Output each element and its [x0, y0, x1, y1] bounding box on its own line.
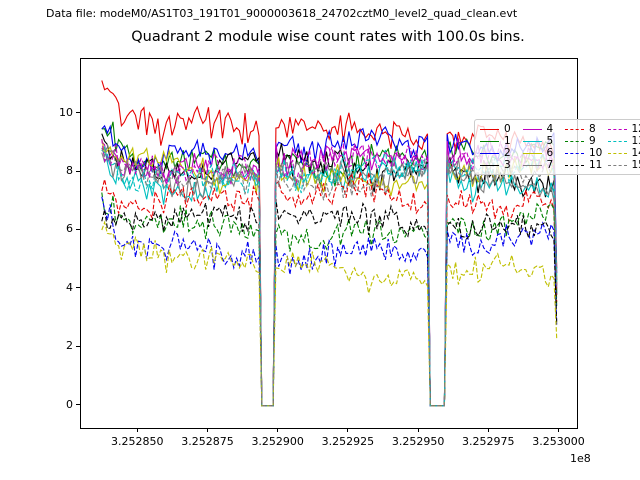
- y-axis-tick: [76, 112, 80, 114]
- curves-svg: [101, 80, 558, 407]
- legend-line-sample: [480, 140, 499, 142]
- legend-line-sample: [565, 140, 584, 142]
- legend-item-label: 4: [546, 122, 554, 135]
- legend-line-sample: [480, 128, 499, 130]
- legend-item-label: 14: [631, 146, 640, 159]
- x-axis-tick-label: 3.253000: [532, 435, 585, 448]
- legend-line-sample: [607, 152, 627, 154]
- series-line-13: [101, 149, 558, 407]
- legend-item-3: 3: [480, 159, 523, 171]
- legend-item-8: 8: [565, 123, 608, 135]
- legend-item-label: 8: [589, 122, 596, 135]
- legend-item-label: 13: [631, 134, 640, 147]
- legend-item-label: 5: [546, 134, 554, 147]
- legend-item-label: 0: [504, 122, 511, 135]
- x-axis-tick-label: 3.252925: [321, 435, 375, 448]
- x-offset-label: 1e8: [570, 452, 591, 465]
- legend-line-sample: [607, 164, 627, 166]
- legend-line-sample: [565, 152, 584, 154]
- x-axis-tick-label: 3.252875: [181, 435, 234, 448]
- legend-item-6: 6: [522, 146, 566, 159]
- y-axis-tick-label: 6: [66, 222, 73, 236]
- y-axis-tick-label: 2: [66, 339, 73, 353]
- y-axis-tick: [76, 228, 80, 230]
- legend-line-sample: [522, 152, 542, 154]
- y-axis-tick: [76, 287, 80, 289]
- series-line-15: [101, 142, 558, 407]
- legend-line-sample: [522, 140, 542, 142]
- legend-item-label: 9: [589, 134, 596, 147]
- legend-line-sample: [480, 164, 499, 166]
- legend-item-0: 0: [480, 123, 523, 135]
- legend-item-12: 12: [607, 122, 640, 135]
- legend-item-label: 12: [631, 122, 640, 135]
- y-axis-tick-label: 8: [66, 164, 73, 178]
- x-axis-tick-label: 3.252950: [391, 435, 445, 448]
- y-axis-tick-label: 0: [66, 397, 73, 411]
- legend-item-label: 6: [546, 146, 554, 159]
- data-file-label: Data file: modeM0/AS1T03_191T01_90000036…: [46, 7, 518, 20]
- y-axis-tick: [76, 404, 80, 406]
- legend-line-sample: [565, 128, 584, 130]
- y-axis-tick-label: 4: [66, 280, 73, 294]
- x-axis-tick-label: 3.252900: [251, 435, 304, 448]
- legend-item-label: 11: [589, 158, 603, 171]
- legend-item-9: 9: [565, 135, 608, 147]
- legend-item-11: 11: [565, 159, 608, 171]
- legend-item-5: 5: [522, 134, 566, 147]
- series-line-5: [101, 145, 558, 407]
- legend-item-15: 15: [607, 158, 640, 171]
- plot-area: 0123456789101112131415: [80, 58, 640, 429]
- legend-line-sample: [480, 152, 499, 154]
- series-line-8: [101, 171, 558, 407]
- x-axis-tick: [347, 428, 349, 432]
- legend-item-1: 1: [480, 135, 523, 147]
- legend-line-sample: [607, 128, 627, 130]
- legend-item-label: 7: [546, 158, 554, 171]
- series-line-10: [101, 196, 558, 407]
- legend-line-sample: [522, 164, 542, 166]
- x-axis-tick: [136, 428, 138, 432]
- legend-item-label: 1: [504, 134, 511, 147]
- legend-line-sample: [607, 140, 627, 142]
- legend-item-14: 14: [607, 146, 640, 159]
- legend-line-sample: [522, 128, 542, 130]
- legend-item-label: 15: [631, 158, 640, 171]
- x-axis-tick-label: 3.252975: [462, 435, 515, 448]
- legend-item-7: 7: [522, 158, 566, 171]
- series-line-7: [101, 152, 558, 407]
- x-axis-tick: [558, 428, 559, 432]
- y-axis-tick: [76, 345, 80, 347]
- x-axis-tick: [277, 428, 279, 432]
- series-line-11: [101, 199, 558, 407]
- series-line-9: [101, 192, 558, 407]
- legend-item-label: 3: [504, 158, 511, 171]
- y-axis-tick: [76, 170, 80, 172]
- x-axis-tick: [417, 428, 419, 432]
- chart-title: Quadrant 2 module wise count rates with …: [131, 29, 525, 45]
- legend-item-4: 4: [522, 122, 566, 135]
- legend-item-10: 10: [565, 147, 608, 159]
- y-axis-tick-label: 10: [59, 105, 73, 119]
- x-axis-tick: [487, 428, 489, 432]
- x-axis-tick: [206, 428, 208, 432]
- legend-item-2: 2: [480, 147, 523, 159]
- legend-item-13: 13: [607, 134, 640, 147]
- legend: 0123456789101112131415: [474, 119, 640, 175]
- legend-item-label: 2: [504, 146, 511, 159]
- legend-item-label: 10: [589, 146, 603, 159]
- legend-line-sample: [565, 164, 584, 166]
- series-line-14: [101, 220, 558, 407]
- x-axis-tick-label: 3.252850: [111, 435, 164, 448]
